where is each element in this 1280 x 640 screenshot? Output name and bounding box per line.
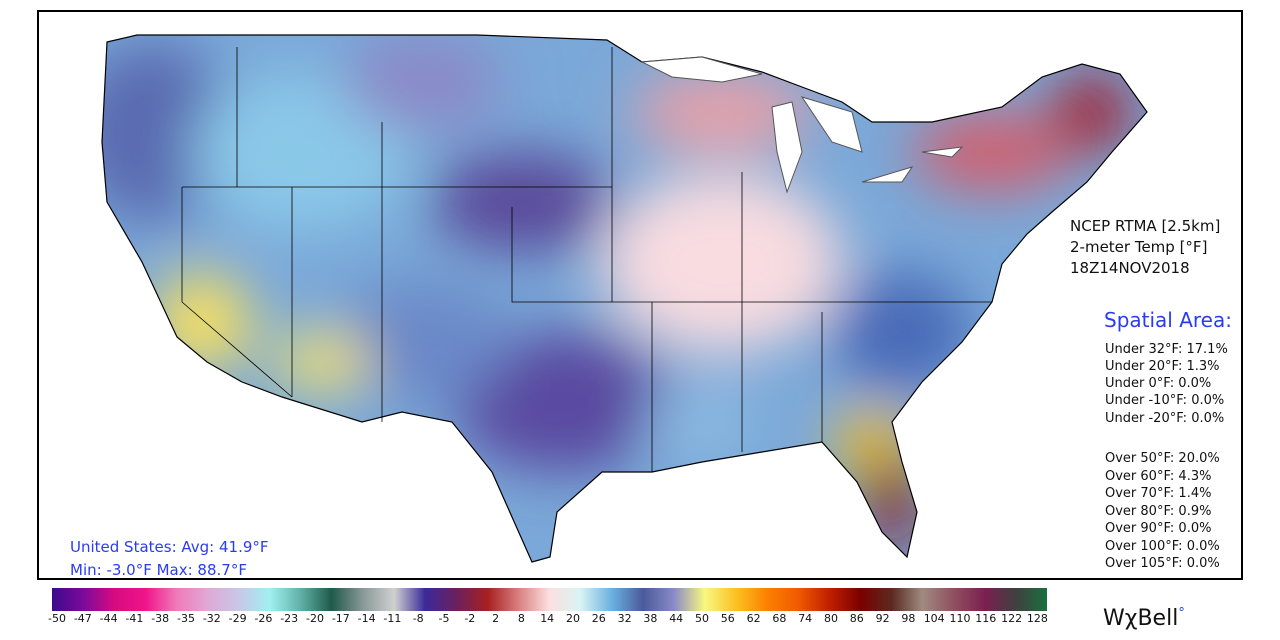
under-stat: Under 0°F: 0.0% <box>1105 376 1212 391</box>
logo-mark: ° <box>1178 606 1185 621</box>
colorbar-tick-label: 116 <box>975 612 997 625</box>
colorbar-tick-label: -11 <box>383 612 402 625</box>
colorbar-tick-label: -50 <box>48 612 66 625</box>
valid-time: 18Z14NOV2018 <box>1070 259 1190 277</box>
colorbar-tick-label: 110 <box>949 612 971 625</box>
temperature-map <box>37 10 1243 580</box>
colorbar-tick-label: 80 <box>824 612 838 625</box>
colorbar-tick-label: -32 <box>202 612 221 625</box>
colorbar-tick-label: 92 <box>875 612 890 625</box>
us-min-max: Min: -3.0°F Max: 88.7°F <box>70 561 247 579</box>
colorbar-tick-label: 104 <box>923 612 945 625</box>
over-stat: Over 80°F: 0.9% <box>1105 504 1212 519</box>
spatial-area-title: Spatial Area: <box>1104 308 1232 332</box>
us-border <box>101 34 1148 563</box>
colorbar-tick-label: -47 <box>73 612 92 625</box>
colorbar-tick-label: -14 <box>357 612 376 625</box>
state-borders <box>181 47 992 472</box>
colorbar-tick-label: 8 <box>517 612 525 625</box>
under-stat: Under 20°F: 1.3% <box>1105 359 1220 374</box>
under-stat: Under -20°F: 0.0% <box>1105 411 1225 426</box>
colorbar-tick-label: 68 <box>772 612 787 625</box>
colorbar-tick-label: -23 <box>280 612 299 625</box>
wxbell-logo: WχBell° <box>1103 606 1185 631</box>
colorbar-tick-label: -44 <box>99 612 118 625</box>
colorbar-tick-label: -17 <box>331 612 350 625</box>
colorbar-tick-label: 32 <box>617 612 632 625</box>
colorbar-tick-label: 56 <box>720 612 735 625</box>
under-stat: Under -10°F: 0.0% <box>1105 393 1225 408</box>
colorbar-tick-label: 74 <box>798 612 813 625</box>
temperature-shading <box>102 35 1147 562</box>
colorbar-tick-label: 98 <box>901 612 916 625</box>
under-stat: Under 32°F: 17.1% <box>1105 342 1228 357</box>
over-stat: Over 70°F: 1.4% <box>1105 486 1212 501</box>
colorbar-tick-label: -8 <box>412 612 424 625</box>
over-stat: Over 90°F: 0.0% <box>1105 521 1212 536</box>
logo-text: WχBell <box>1103 606 1179 631</box>
colorbar-tick-label: -41 <box>125 612 144 625</box>
colorbar-tick-label: 122 <box>1001 612 1023 625</box>
colorbar-tick-label: 62 <box>746 612 761 625</box>
over-stat: Over 50°F: 20.0% <box>1105 451 1220 466</box>
colorbar-tick-label: 128 <box>1026 612 1048 625</box>
colorbar-tick-label: 44 <box>669 612 684 625</box>
colorbar-tick-label: 20 <box>566 612 580 625</box>
colorbar-tick-label: -2 <box>464 612 476 625</box>
colorbar-tick-label: -20 <box>306 612 324 625</box>
over-stat: Over 60°F: 4.3% <box>1105 469 1212 484</box>
colorbar-tick-label: 14 <box>540 612 555 625</box>
colorbar-tick-label: -29 <box>228 612 247 625</box>
us-temperature-field <box>101 34 1148 563</box>
colorbar-tick-label: -5 <box>438 612 450 625</box>
colorbar-tick-label: 86 <box>849 612 864 625</box>
colorbar-tick-label: 50 <box>695 612 709 625</box>
product-name: NCEP RTMA [2.5km] <box>1070 217 1221 235</box>
colorbar-tick-label: -35 <box>177 612 195 625</box>
us-average: United States: Avg: 41.9°F <box>70 538 269 556</box>
variable-name: 2-meter Temp [°F] <box>1070 238 1208 256</box>
colorbar-tick-label: 26 <box>591 612 606 625</box>
colorbar-tick-label: 38 <box>643 612 658 625</box>
great-lakes <box>640 56 964 194</box>
colorbar-tick-label: 2 <box>492 612 500 625</box>
temperature-colorbar <box>52 588 1047 611</box>
colorbar-tick-label: -38 <box>151 612 170 625</box>
product-info: NCEP RTMA [2.5km] 2-meter Temp [°F] 18Z1… <box>1070 216 1220 279</box>
over-stat: Over 100°F: 0.0% <box>1105 539 1220 554</box>
over-stat: Over 105°F: 0.0% <box>1105 556 1220 571</box>
colorbar-tick-label: -26 <box>254 612 273 625</box>
